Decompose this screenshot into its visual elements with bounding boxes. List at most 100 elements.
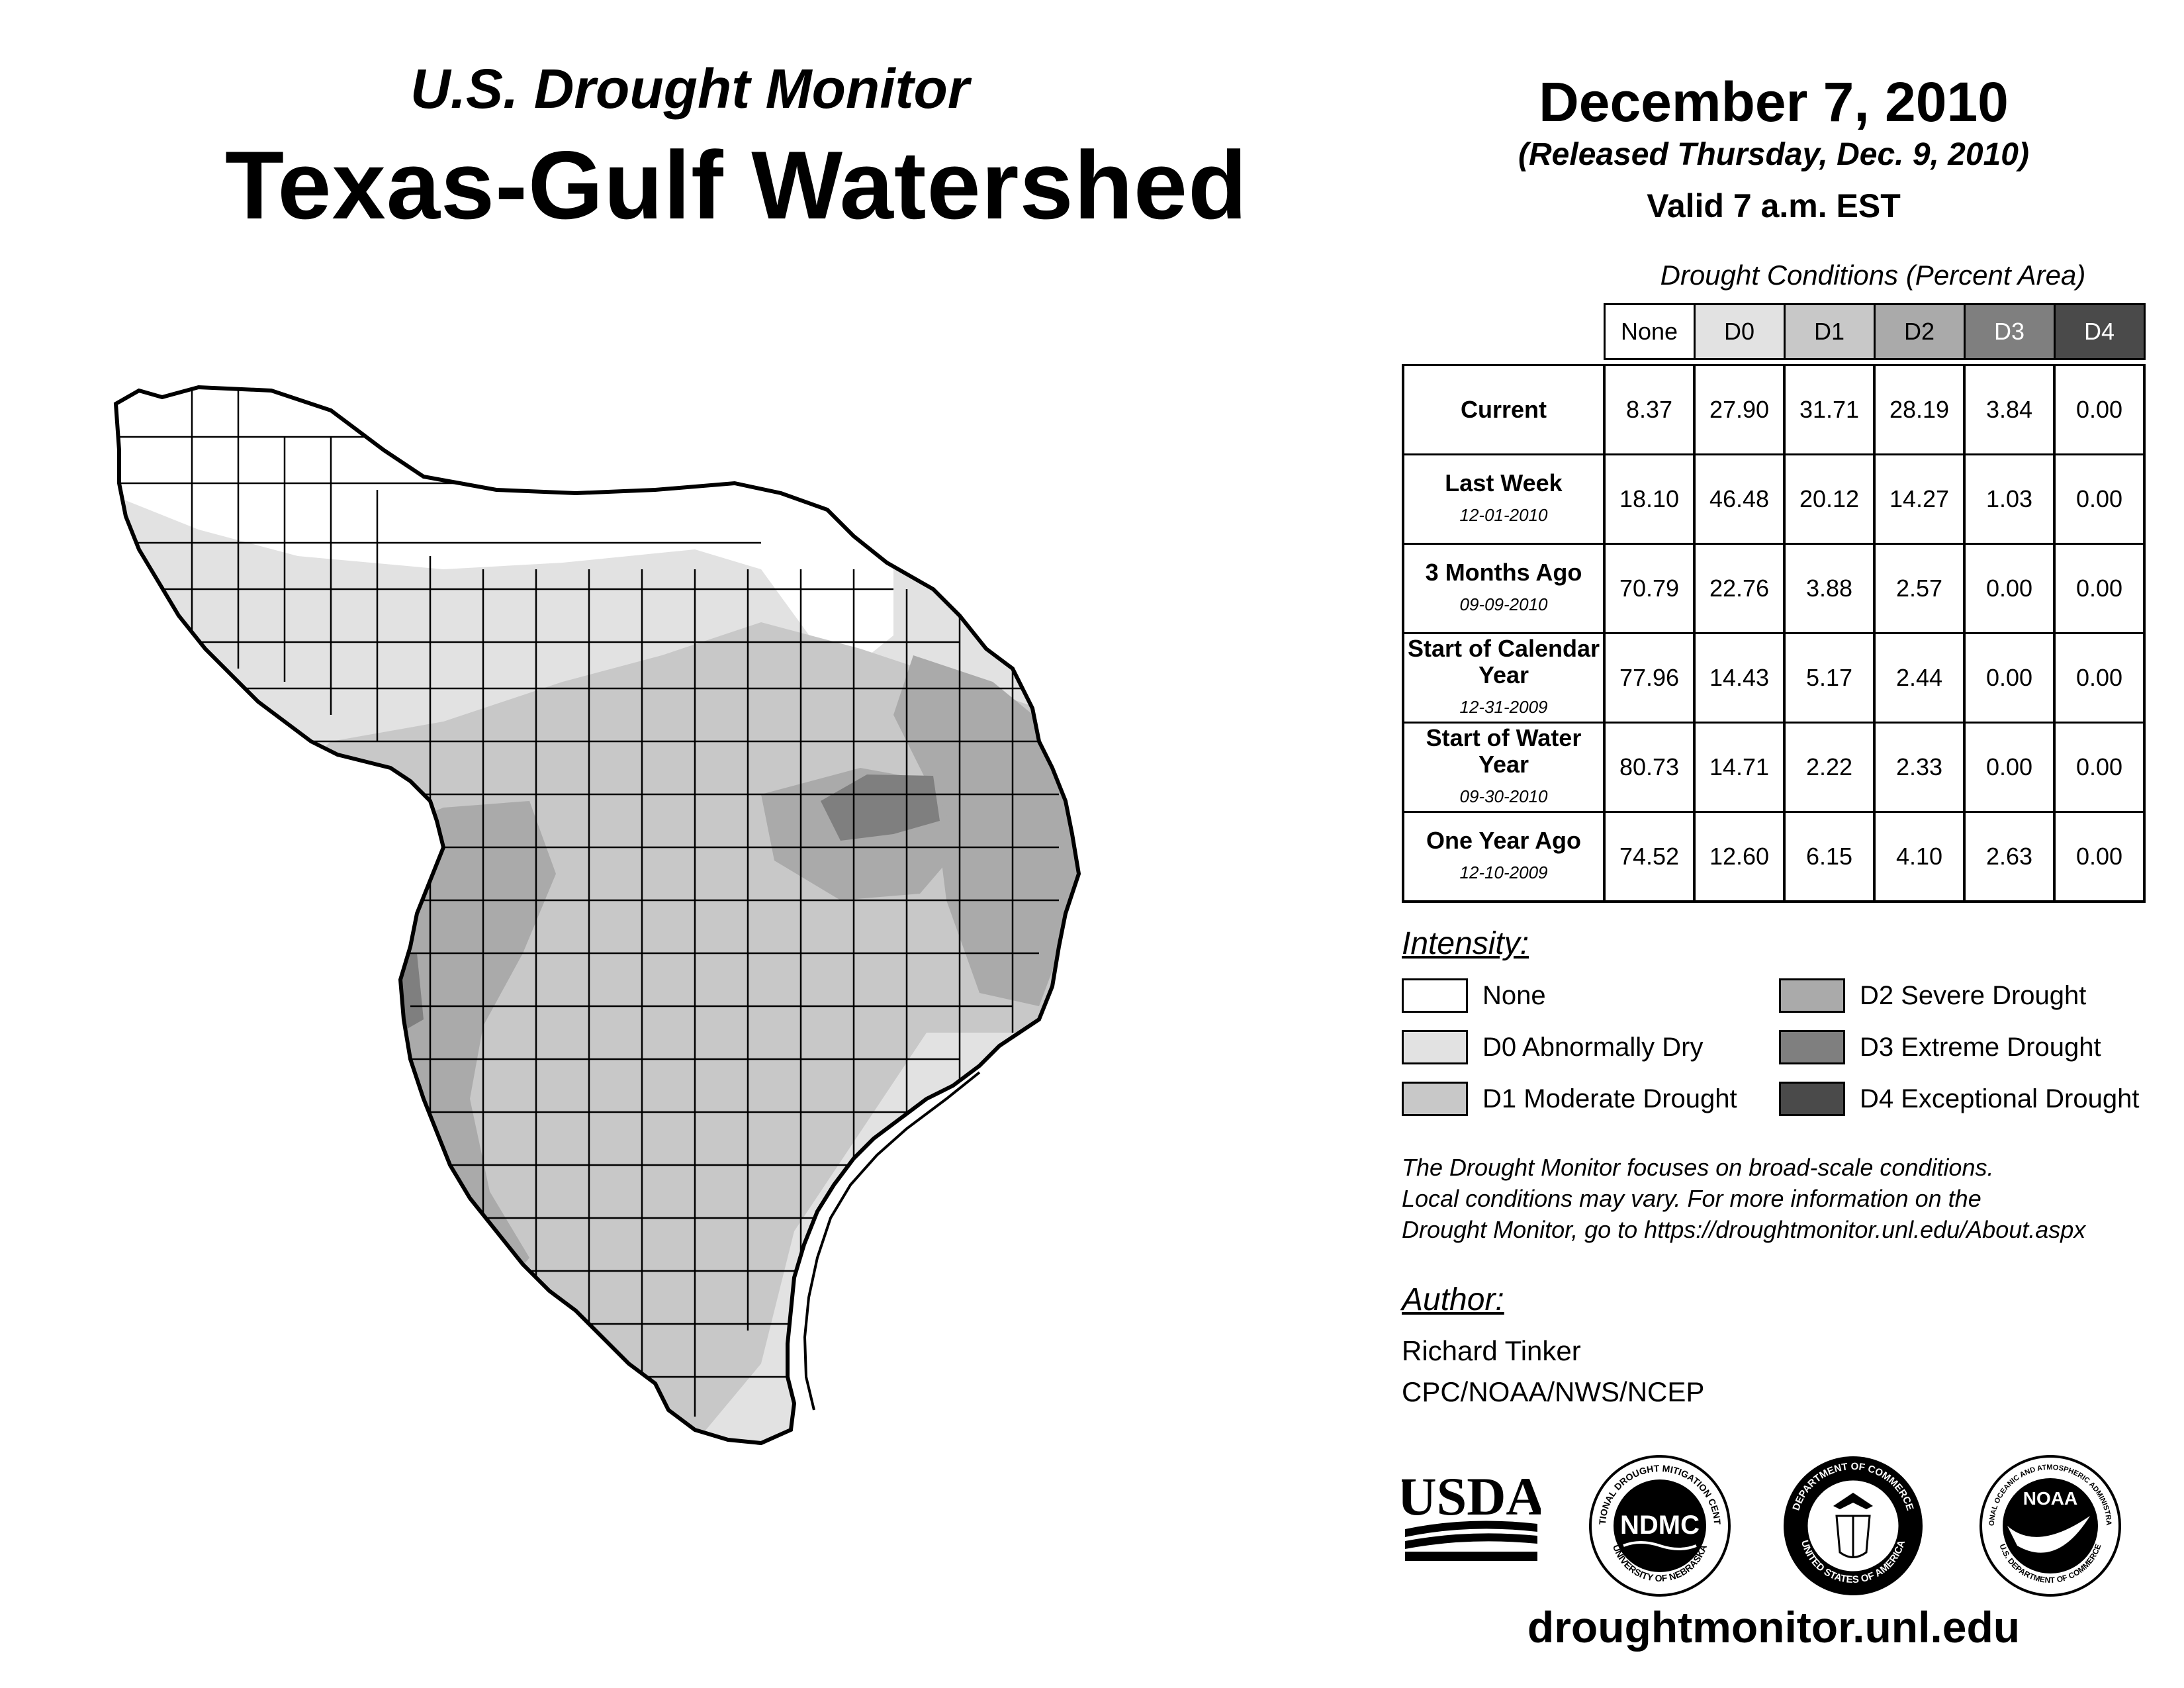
table-cell: 0.00 (2053, 722, 2146, 813)
author-block: Richard Tinker CPC/NOAA/NWS/NCEP (1402, 1331, 1704, 1413)
row-title: 3 Months Ago (1425, 559, 1582, 586)
table-cell: 80.73 (1603, 722, 1696, 813)
table-cell: 2.57 (1873, 543, 1966, 634)
footer-url[interactable]: droughtmonitor.unl.edu (1527, 1603, 2021, 1652)
legend-swatch (1402, 1082, 1468, 1116)
row-title: Start of Calendar Year (1407, 635, 1600, 688)
row-label: One Year Ago 12-10-2009 (1402, 811, 1606, 903)
table-cell: 2.22 (1783, 722, 1876, 813)
author-name: Richard Tinker (1402, 1335, 1581, 1366)
release-date: (Released Thursday, Dec. 9, 2010) (1518, 137, 2029, 172)
table-cell: 0.00 (1963, 632, 2056, 724)
legend-item: D2 Severe Drought (1779, 978, 2086, 1013)
col-header: D0 (1693, 303, 1786, 360)
table-cell: 1.03 (1963, 453, 2056, 545)
col-header: D2 (1873, 303, 1966, 360)
ndmc-logo-text: NDMC (1620, 1511, 1700, 1540)
table-cell: 20.12 (1783, 453, 1876, 545)
table-cell: 14.71 (1693, 722, 1786, 813)
table-cell: 0.00 (2053, 811, 2146, 903)
table-cell: 27.90 (1693, 364, 1786, 455)
table-cell: 22.76 (1693, 543, 1786, 634)
legend-swatch (1779, 1082, 1845, 1116)
table-cell: 0.00 (2053, 453, 2146, 545)
legend-title: Intensity: (1402, 926, 1529, 961)
legend-label: D3 Extreme Drought (1860, 1032, 2101, 1062)
table-cell: 2.44 (1873, 632, 1966, 724)
table-cell: 18.10 (1603, 453, 1696, 545)
row-date: 09-30-2010 (1459, 786, 1548, 806)
table-cell: 28.19 (1873, 364, 1966, 455)
table-cell: 0.00 (2053, 364, 2146, 455)
table-cell: 8.37 (1603, 364, 1696, 455)
noaa-logo-text: NOAA (2023, 1488, 2077, 1509)
legend-label: D0 Abnormally Dry (1482, 1032, 1704, 1062)
note-line: Drought Monitor, go to https://droughtmo… (1402, 1216, 2086, 1243)
legend-swatch (1779, 978, 1845, 1013)
table-cell: 5.17 (1783, 632, 1876, 724)
table-cell: 31.71 (1783, 364, 1876, 455)
note-line: The Drought Monitor focuses on broad-sca… (1402, 1154, 1994, 1181)
legend-item: D3 Extreme Drought (1779, 1030, 2101, 1064)
legend-label: D2 Severe Drought (1860, 980, 2087, 1010)
legend-item: D1 Moderate Drought (1402, 1082, 1737, 1116)
table-row: Last Week 12-01-2010 18.10 46.48 20.12 14… (1402, 453, 2146, 545)
table-cell: 0.00 (2053, 543, 2146, 634)
table-cell: 12.60 (1693, 811, 1786, 903)
col-header: D1 (1783, 303, 1876, 360)
col-header: None (1603, 303, 1696, 360)
noaa-logo: NATIONAL OCEANIC AND ATMOSPHERIC ADMINIS… (1978, 1453, 2121, 1597)
legend-swatch (1402, 1030, 1468, 1064)
table-cell: 0.00 (2053, 632, 2146, 724)
table-cell: 3.84 (1963, 364, 2056, 455)
row-title: Current (1460, 396, 1547, 423)
legend-label: None (1482, 980, 1546, 1010)
row-date: 12-10-2009 (1459, 863, 1548, 882)
watershed-map (113, 385, 1081, 1446)
row-label: Start of Calendar Year 12-31-2009 (1402, 632, 1606, 724)
legend-item: None (1402, 978, 1546, 1013)
row-label: Current (1402, 364, 1606, 455)
table-cell: 2.33 (1873, 722, 1966, 813)
legend-item: D4 Exceptional Drought (1779, 1082, 2139, 1116)
row-title: Start of Water Year (1426, 724, 1582, 778)
legend-swatch (1779, 1030, 1845, 1064)
table-cell: 3.88 (1783, 543, 1876, 634)
table-row: 3 Months Ago 09-09-2010 70.79 22.76 3.88 … (1402, 543, 2146, 634)
legend-item: D0 Abnormally Dry (1402, 1030, 1703, 1064)
row-date: 09-09-2010 (1459, 594, 1548, 614)
note-line: Local conditions may vary. For more info… (1402, 1185, 1981, 1212)
row-label: 3 Months Ago 09-09-2010 (1402, 543, 1606, 634)
row-date: 12-01-2010 (1459, 505, 1548, 525)
table-row: One Year Ago 12-10-2009 74.52 12.60 6.15 … (1402, 811, 2146, 903)
table-cell: 4.10 (1873, 811, 1966, 903)
map-title: Texas-Gulf Watershed (225, 131, 1248, 239)
map-date: December 7, 2010 (1539, 71, 2009, 133)
table-cell: 0.00 (1963, 543, 2056, 634)
table-row: Current 8.37 27.90 31.71 28.19 3.84 0.00 (1402, 364, 2146, 455)
usda-logo-text: USDA (1402, 1466, 1541, 1526)
table-cell: 0.00 (1963, 722, 2056, 813)
table-cell: 46.48 (1693, 453, 1786, 545)
legend-swatch (1402, 978, 1468, 1013)
table-row: Start of Calendar Year 12-31-2009 77.96 1… (1402, 632, 2146, 724)
col-header: D4 (2053, 303, 2146, 360)
table-cell: 77.96 (1603, 632, 1696, 724)
conditions-title: Drought Conditions (Percent Area) (1660, 259, 2086, 291)
row-title: Last Week (1445, 469, 1563, 496)
doc-seal-logo: DEPARTMENT OF COMMERCE UNITED STATES OF … (1784, 1456, 1923, 1595)
row-label: Start of Water Year 09-30-2010 (1402, 722, 1606, 813)
valid-time: Valid 7 a.m. EST (1647, 187, 1901, 224)
header-blank (1403, 305, 1604, 359)
table-cell: 70.79 (1603, 543, 1696, 634)
table-cell: 74.52 (1603, 811, 1696, 903)
author-title: Author: (1402, 1282, 1504, 1317)
row-title: One Year Ago (1426, 827, 1582, 854)
conditions-table: None D0 D1 D2 D3 D4 Current 8.37 27.90 3… (1402, 303, 2146, 903)
table-header-row: None D0 D1 D2 D3 D4 (1403, 303, 2146, 360)
disclaimer-note: The Drought Monitor focuses on broad-sca… (1402, 1152, 2163, 1245)
ndmc-logo: NATIONAL DROUGHT MITIGATION CENTER UNIVE… (1587, 1453, 1731, 1597)
author-org: CPC/NOAA/NWS/NCEP (1402, 1376, 1705, 1407)
table-cell: 14.43 (1693, 632, 1786, 724)
usda-logo: USDA (1402, 1466, 1541, 1561)
